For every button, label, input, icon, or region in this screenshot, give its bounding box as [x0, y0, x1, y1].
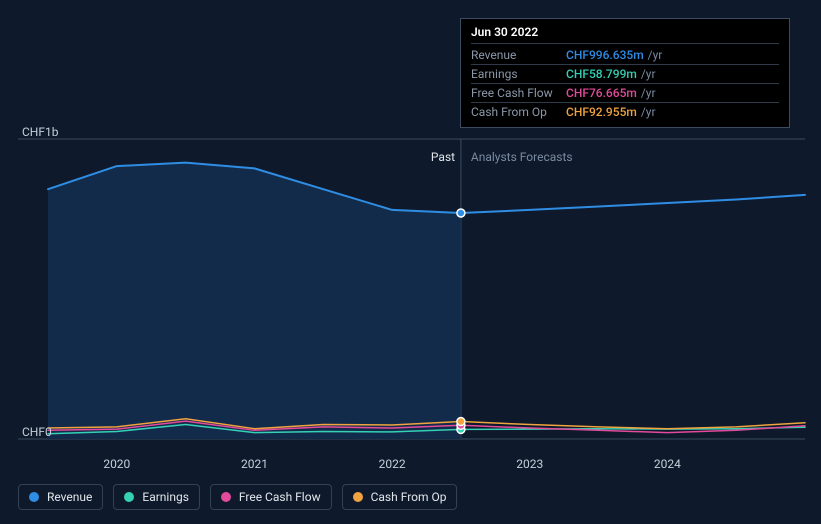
x-tick: 2023: [516, 457, 543, 471]
x-tick: 2020: [103, 457, 130, 471]
tooltip-row-value: CHF76.665m: [566, 86, 637, 100]
tooltip-row: Free Cash FlowCHF76.665m/yr: [471, 84, 779, 103]
legend-item[interactable]: Cash From Op: [342, 484, 458, 510]
legend-swatch: [124, 492, 134, 502]
tooltip-row-label: Cash From Op: [471, 105, 566, 119]
legend-item[interactable]: Earnings: [113, 484, 200, 510]
tooltip-row-label: Free Cash Flow: [471, 86, 566, 100]
legend-label: Free Cash Flow: [239, 490, 321, 504]
tooltip-row-suffix: /yr: [648, 48, 663, 62]
tooltip-row: EarningsCHF58.799m/yr: [471, 65, 779, 84]
tooltip-row-suffix: /yr: [641, 67, 656, 81]
legend-swatch: [29, 492, 39, 502]
financial-chart: CHF1b CHF0 Past Analysts Forecasts 2020 2…: [0, 0, 821, 524]
x-tick: 2021: [241, 457, 268, 471]
legend-label: Revenue: [47, 490, 92, 504]
x-tick: 2024: [654, 457, 681, 471]
tooltip-date: Jun 30 2022: [471, 25, 779, 44]
tooltip-row-label: Earnings: [471, 67, 566, 81]
y-axis-top-label: CHF1b: [22, 125, 59, 139]
past-label: Past: [431, 150, 455, 164]
legend-item[interactable]: Revenue: [18, 484, 103, 510]
chart-legend: Revenue Earnings Free Cash Flow Cash From O…: [18, 484, 457, 510]
tooltip-row: RevenueCHF996.635m/yr: [471, 46, 779, 65]
tooltip-row-value: CHF996.635m: [566, 48, 644, 62]
legend-swatch: [353, 492, 363, 502]
forecast-label: Analysts Forecasts: [471, 150, 573, 164]
tooltip-row-label: Revenue: [471, 48, 566, 62]
tooltip-row: Cash From OpCHF92.955m/yr: [471, 103, 779, 121]
legend-swatch: [221, 492, 231, 502]
y-axis-bottom-label: CHF0: [22, 425, 52, 439]
x-tick: 2022: [379, 457, 406, 471]
tooltip-row-suffix: /yr: [641, 86, 656, 100]
chart-tooltip: Jun 30 2022 RevenueCHF996.635m/yrEarning…: [460, 18, 790, 128]
legend-label: Cash From Op: [371, 490, 447, 504]
tooltip-row-value: CHF92.955m: [566, 105, 637, 119]
tooltip-row-value: CHF58.799m: [566, 67, 637, 81]
tooltip-row-suffix: /yr: [641, 105, 656, 119]
legend-label: Earnings: [142, 490, 189, 504]
legend-item[interactable]: Free Cash Flow: [210, 484, 332, 510]
